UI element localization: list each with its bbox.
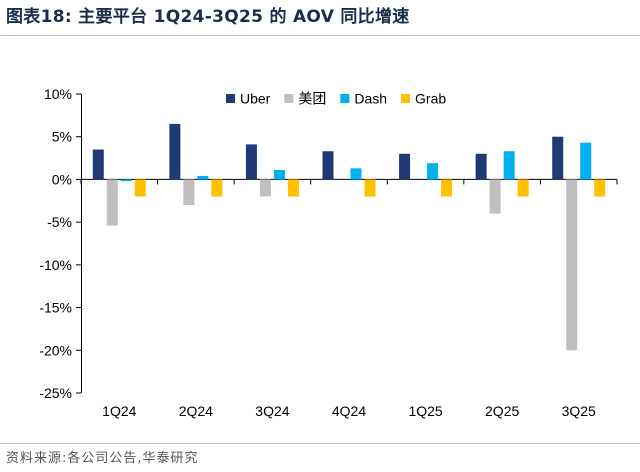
y-tick-label: -20%: [39, 342, 72, 358]
bar-Uber-2Q24: [169, 123, 181, 180]
x-tick-label: 1Q24: [102, 403, 136, 419]
y-tick-label: -5%: [47, 214, 72, 230]
bar-Grab-2Q24: [211, 179, 223, 197]
bar-Uber-2Q25: [475, 153, 487, 180]
legend-label-Uber: Uber: [240, 91, 271, 107]
bar-Dash-2Q24: [197, 176, 209, 180]
chart-axes: 10% 5% 0% -5% -10% -15% -20% -25% 1Q24 2Q24 3Q24 4Q…: [39, 86, 618, 419]
bar-Uber-3Q25: [552, 136, 564, 180]
x-tick-label: 2Q25: [485, 403, 519, 419]
bar-美团-2Q25: [489, 179, 501, 214]
y-tick-label: -25%: [39, 385, 72, 401]
x-tick-label: 1Q25: [408, 403, 442, 419]
y-tick-label: -10%: [39, 257, 72, 273]
bar-Dash-3Q24: [273, 170, 285, 180]
bar-Dash-3Q25: [580, 142, 592, 180]
bar-Grab-3Q25: [594, 179, 606, 197]
title-divider: [0, 35, 640, 36]
bar-Grab-4Q24: [364, 179, 376, 197]
bar-Dash-2Q25: [503, 151, 515, 180]
chart-title: 图表18: 主要平台 1Q24-3Q25 的 AOV 同比增速: [6, 7, 410, 27]
legend-swatch-Grab: [401, 94, 411, 103]
x-tick-label: 3Q25: [562, 403, 596, 419]
legend-swatch-Dash: [340, 94, 350, 103]
bar-Grab-3Q24: [287, 179, 299, 197]
y-tick-label: 0%: [52, 171, 72, 187]
bar-Grab-1Q24: [134, 179, 146, 197]
y-tick-label: 5%: [52, 129, 72, 145]
bar-Uber-1Q24: [92, 149, 104, 180]
bar-美团-3Q24: [259, 179, 271, 197]
legend-label-Grab: Grab: [415, 91, 446, 107]
bar-Dash-1Q24: [120, 179, 132, 182]
bar-Grab-1Q25: [441, 179, 453, 197]
x-tick-label: 4Q24: [332, 403, 366, 419]
y-tick-label: 10%: [44, 86, 72, 102]
bar-Dash-1Q25: [427, 163, 439, 180]
legend-swatch-Uber: [226, 94, 235, 103]
bar-美团-1Q24: [106, 179, 118, 226]
chart-legend: Uber 美团 Dash Grab: [226, 91, 446, 107]
bar-美团-3Q25: [566, 179, 578, 351]
legend-label-Dash: Dash: [354, 91, 387, 107]
bar-Grab-2Q25: [517, 179, 529, 197]
x-tick-label: 3Q24: [255, 403, 289, 419]
legend-swatch-美团: [284, 94, 294, 103]
bar-Uber-1Q25: [399, 153, 411, 180]
bar-美团-2Q24: [183, 179, 195, 206]
chart-bars: [92, 123, 606, 351]
source-note: 资料来源:各公司公告,华泰研究: [6, 451, 199, 466]
legend-label-美团: 美团: [298, 91, 326, 107]
footer-divider: [0, 443, 640, 444]
bar-Uber-4Q24: [322, 151, 334, 180]
y-tick-label: -15%: [39, 300, 72, 316]
x-tick-label: 2Q24: [179, 403, 213, 419]
bar-Dash-4Q24: [350, 168, 362, 180]
bar-Uber-3Q24: [245, 144, 257, 180]
